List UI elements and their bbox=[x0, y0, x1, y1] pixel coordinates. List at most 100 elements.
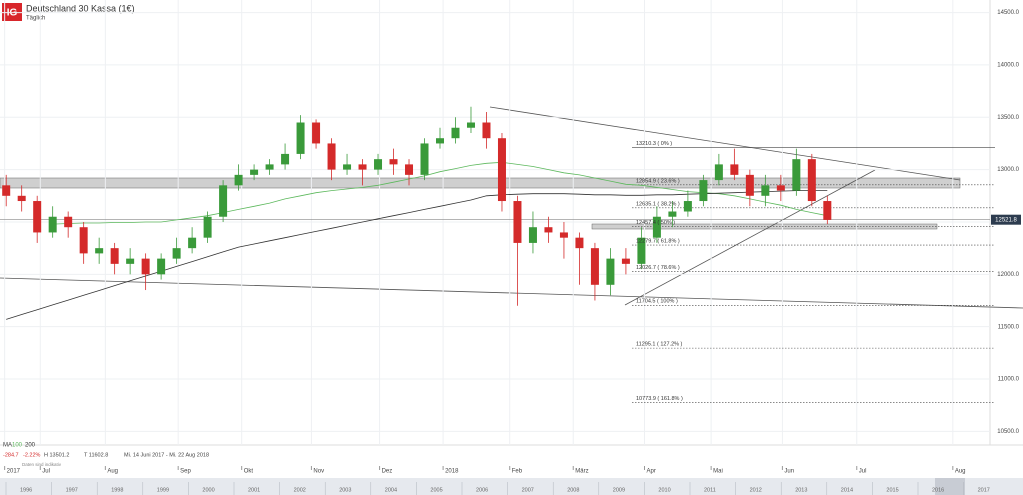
candle-body bbox=[420, 143, 429, 175]
candle-body bbox=[343, 164, 352, 170]
x-tick-label: Nov bbox=[313, 469, 324, 475]
candle-body bbox=[250, 169, 259, 175]
candle-body bbox=[281, 153, 290, 165]
candle-body bbox=[141, 258, 150, 275]
ma-period: 200 bbox=[25, 443, 36, 449]
candle-body bbox=[172, 248, 181, 259]
navigator-year: 2004 bbox=[385, 487, 397, 493]
candle-body bbox=[544, 227, 553, 233]
navigator-year: 2017 bbox=[978, 487, 990, 493]
candle-body bbox=[157, 258, 166, 275]
candle-body bbox=[64, 216, 73, 228]
candle-body bbox=[296, 122, 305, 154]
x-tick-label: Apr bbox=[647, 469, 656, 475]
y-tick-label: 14500.0 bbox=[997, 10, 1019, 16]
y-tick-label: 11500.0 bbox=[998, 324, 1020, 330]
candle-body bbox=[79, 227, 88, 254]
trend-line bbox=[624, 169, 876, 306]
y-tick-label: 10500.0 bbox=[997, 429, 1019, 435]
candle-body bbox=[745, 174, 754, 196]
fib-label: 10773.9 ( 161.8% ) bbox=[636, 396, 683, 402]
fib-label: 12854.9 ( 23.6% ) bbox=[636, 178, 680, 184]
candle-body bbox=[219, 185, 228, 217]
navigator-year: 2000 bbox=[202, 487, 214, 493]
logo-text: IG bbox=[7, 8, 18, 19]
navigator-year: 2008 bbox=[567, 487, 579, 493]
x-tick-label: Okt bbox=[244, 469, 254, 475]
candle-body bbox=[761, 185, 770, 196]
fib-label: 12279.7 ( 61.8% ) bbox=[636, 238, 680, 244]
fib-label: 11295.1 ( 127.2% ) bbox=[636, 342, 683, 348]
fib-label: 13210.3 ( 0% ) bbox=[636, 141, 672, 147]
fib-label: 12026.7 ( 78.6% ) bbox=[636, 265, 680, 271]
candle-body bbox=[637, 237, 646, 264]
navigator-year: 2001 bbox=[248, 487, 260, 493]
x-tick-label: Jul bbox=[859, 469, 867, 475]
last-price-label: 12521.8 bbox=[995, 217, 1017, 223]
navigator-year: 2007 bbox=[522, 487, 534, 493]
disclaimer: Daten sind indikativ bbox=[22, 462, 62, 467]
candle-body bbox=[405, 164, 414, 175]
navigator-year: 2005 bbox=[430, 487, 442, 493]
candle-body bbox=[807, 159, 816, 202]
x-tick-label: Jul bbox=[42, 469, 50, 475]
candle-body bbox=[559, 232, 568, 238]
x-tick-label: Feb bbox=[512, 469, 523, 475]
candle-body bbox=[358, 164, 367, 170]
navigator-year: 2016 bbox=[932, 487, 944, 493]
navigator-year: 2015 bbox=[886, 487, 898, 493]
candle-body bbox=[792, 159, 801, 191]
y-tick-label: 12000.0 bbox=[997, 272, 1019, 278]
x-tick-label: Aug bbox=[955, 469, 966, 475]
candle-body bbox=[33, 201, 42, 233]
x-tick-label: 2017 bbox=[7, 469, 21, 475]
candle-body bbox=[497, 138, 506, 202]
trend-line bbox=[0, 277, 1023, 309]
y-tick-label: 11000.0 bbox=[998, 377, 1020, 383]
navigator-year: 2006 bbox=[476, 487, 488, 493]
y-tick-label: 13500.0 bbox=[997, 115, 1019, 121]
stat: Mi. 14 Juni 2017 - Mi. 22 Aug 2018 bbox=[124, 452, 209, 458]
navigator-year: 1996 bbox=[20, 487, 32, 493]
candle-body bbox=[327, 143, 336, 170]
navigator-year: 2011 bbox=[704, 487, 716, 493]
candle-body bbox=[668, 211, 677, 217]
candle-body bbox=[776, 185, 785, 191]
stat: -2.22% bbox=[23, 452, 41, 458]
navigator-window bbox=[935, 478, 965, 495]
candle-body bbox=[621, 258, 630, 264]
fib-label: 12457.4 ( 50% ) bbox=[636, 220, 675, 226]
navigator-year: 2010 bbox=[658, 487, 670, 493]
candle-body bbox=[95, 248, 104, 254]
candle-body bbox=[482, 122, 491, 139]
last-price-tag bbox=[991, 214, 1021, 225]
navigator-year: 1998 bbox=[111, 487, 123, 493]
navigator-year: 1997 bbox=[66, 487, 78, 493]
x-tick-label: Dez bbox=[382, 469, 393, 475]
navigator-year: 2012 bbox=[750, 487, 762, 493]
candle-body bbox=[683, 201, 692, 212]
candle-body bbox=[699, 180, 708, 202]
candle-body bbox=[451, 127, 460, 139]
candle-body bbox=[575, 237, 584, 249]
logo bbox=[2, 3, 22, 21]
navigator bbox=[0, 478, 1023, 495]
candle-body bbox=[730, 164, 739, 175]
fib-label: 12635.1 ( 38.2% ) bbox=[636, 201, 680, 207]
candle-body bbox=[265, 164, 274, 170]
chart-subtitle: Täglich bbox=[26, 16, 45, 22]
ma-label: MA bbox=[3, 443, 12, 449]
candle-body bbox=[110, 248, 119, 264]
navigator-year: 2013 bbox=[795, 487, 807, 493]
x-tick-label: 2018 bbox=[445, 469, 459, 475]
x-tick-label: März bbox=[575, 469, 588, 475]
candle-body bbox=[513, 201, 522, 243]
moving-average bbox=[52, 161, 828, 225]
y-tick-label: 14000.0 bbox=[997, 62, 1019, 68]
candle-body bbox=[17, 195, 26, 202]
candle-body bbox=[374, 159, 383, 170]
candle-body bbox=[714, 164, 723, 181]
stat: -284.7 bbox=[3, 452, 19, 458]
